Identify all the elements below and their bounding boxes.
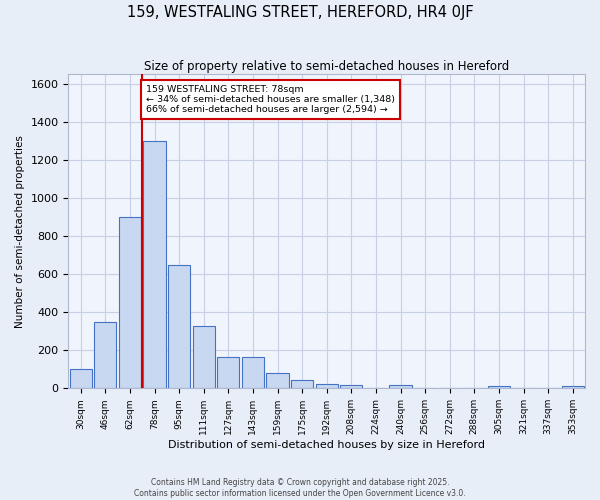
Y-axis label: Number of semi-detached properties: Number of semi-detached properties bbox=[15, 135, 25, 328]
X-axis label: Distribution of semi-detached houses by size in Hereford: Distribution of semi-detached houses by … bbox=[168, 440, 485, 450]
Bar bbox=[340, 386, 362, 388]
Text: Contains HM Land Registry data © Crown copyright and database right 2025.
Contai: Contains HM Land Registry data © Crown c… bbox=[134, 478, 466, 498]
Bar bbox=[242, 357, 264, 388]
Bar bbox=[168, 264, 190, 388]
Bar bbox=[193, 326, 215, 388]
Text: 159, WESTFALING STREET, HEREFORD, HR4 0JF: 159, WESTFALING STREET, HEREFORD, HR4 0J… bbox=[127, 5, 473, 20]
Text: 159 WESTFALING STREET: 78sqm
← 34% of semi-detached houses are smaller (1,348)
6: 159 WESTFALING STREET: 78sqm ← 34% of se… bbox=[146, 84, 395, 114]
Bar bbox=[488, 386, 510, 388]
Bar bbox=[389, 386, 412, 388]
Bar bbox=[94, 322, 116, 388]
Title: Size of property relative to semi-detached houses in Hereford: Size of property relative to semi-detach… bbox=[144, 60, 509, 73]
Bar bbox=[266, 373, 289, 388]
Bar bbox=[119, 217, 141, 388]
Bar bbox=[217, 357, 239, 388]
Bar bbox=[562, 386, 584, 388]
Bar bbox=[316, 384, 338, 388]
Bar bbox=[143, 141, 166, 388]
Bar bbox=[70, 370, 92, 388]
Bar bbox=[291, 380, 313, 388]
